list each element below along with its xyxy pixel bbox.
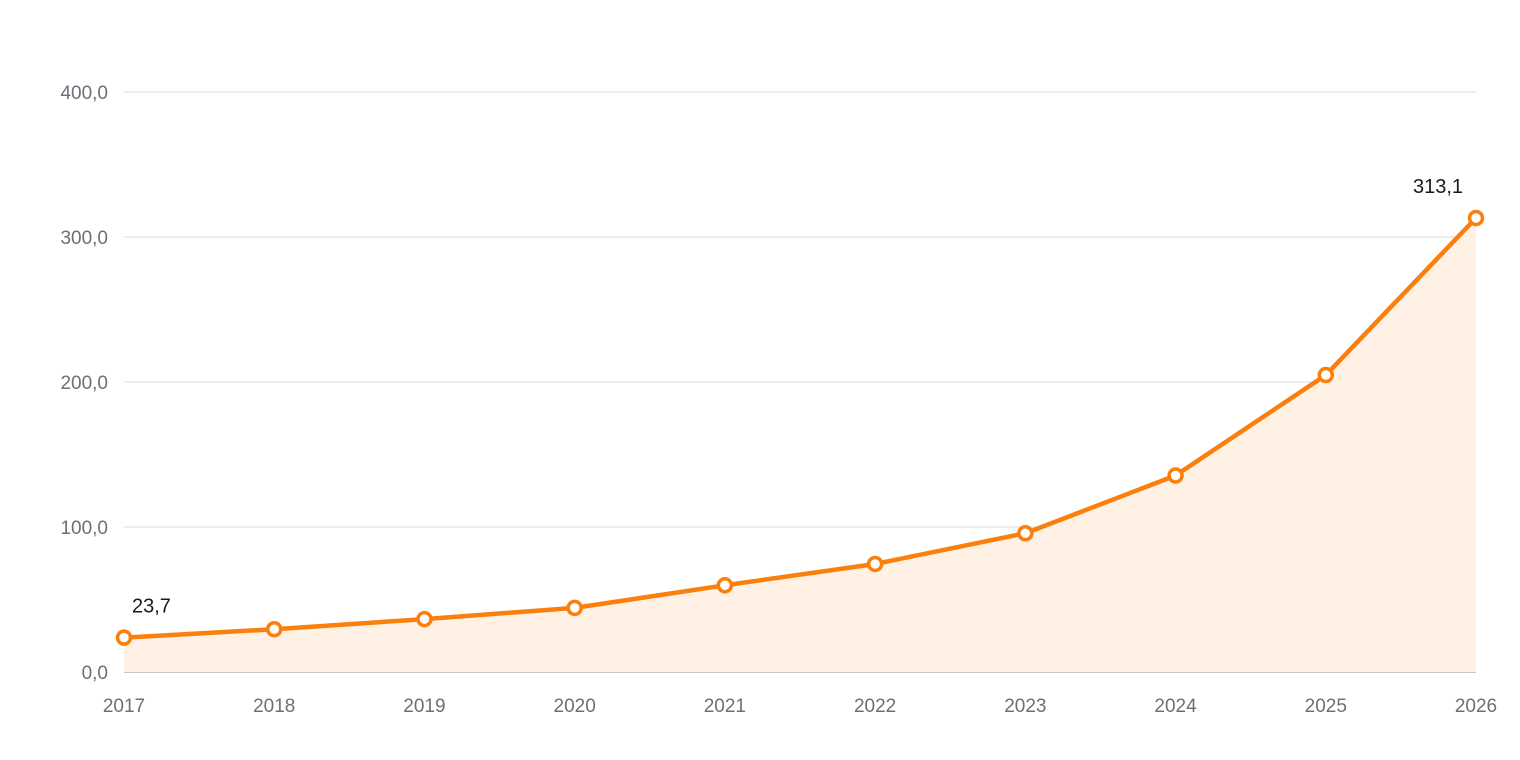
- series-line-layer: [121, 215, 1479, 640]
- data-point-2021[interactable]: [716, 577, 734, 594]
- x-tick-label: 2022: [854, 696, 896, 717]
- y-tick-label: 200,0: [60, 373, 108, 394]
- data-labels: 23,7 313,1: [132, 176, 1463, 618]
- x-tick-label: 2020: [554, 696, 596, 717]
- data-point-2026[interactable]: [1467, 209, 1485, 227]
- data-point-2023[interactable]: [1017, 524, 1034, 542]
- data-points: [115, 209, 1485, 646]
- x-tick-label: 2021: [704, 696, 746, 717]
- series-area: [124, 218, 1476, 672]
- x-tick-label: 2019: [403, 696, 445, 717]
- data-label: 313,1: [1413, 176, 1463, 198]
- x-tick-label: 2024: [1154, 696, 1197, 717]
- data-point-2018[interactable]: [265, 620, 283, 638]
- y-tick-label: 300,0: [60, 228, 108, 249]
- x-tick-label: 2023: [1004, 696, 1046, 717]
- x-tick-label: 2017: [103, 696, 145, 717]
- data-point-2017[interactable]: [115, 629, 133, 646]
- area-fill-layer: [124, 218, 1476, 672]
- data-point-2019[interactable]: [416, 610, 433, 628]
- y-tick-label: 400,0: [60, 83, 108, 104]
- x-tick-label: 2018: [253, 696, 295, 717]
- y-tick-label: 100,0: [60, 518, 108, 539]
- y-tick-label: 0,0: [82, 663, 108, 684]
- data-point-2025[interactable]: [1317, 366, 1335, 384]
- x-axis-ticks: 2017 2018 2019 2020 2021 2022 2023 2024 2025 2026: [103, 696, 1497, 717]
- x-tick-label: 2025: [1305, 696, 1347, 717]
- y-axis-ticks: 0,0 100,0 200,0 300,0 400,0: [60, 83, 108, 684]
- x-tick-label: 2026: [1455, 696, 1497, 717]
- data-point-2022[interactable]: [866, 555, 884, 573]
- data-label: 23,7: [132, 596, 171, 618]
- data-point-2024[interactable]: [1167, 467, 1184, 484]
- data-point-2020[interactable]: [566, 599, 583, 617]
- series-line: [121, 215, 1479, 640]
